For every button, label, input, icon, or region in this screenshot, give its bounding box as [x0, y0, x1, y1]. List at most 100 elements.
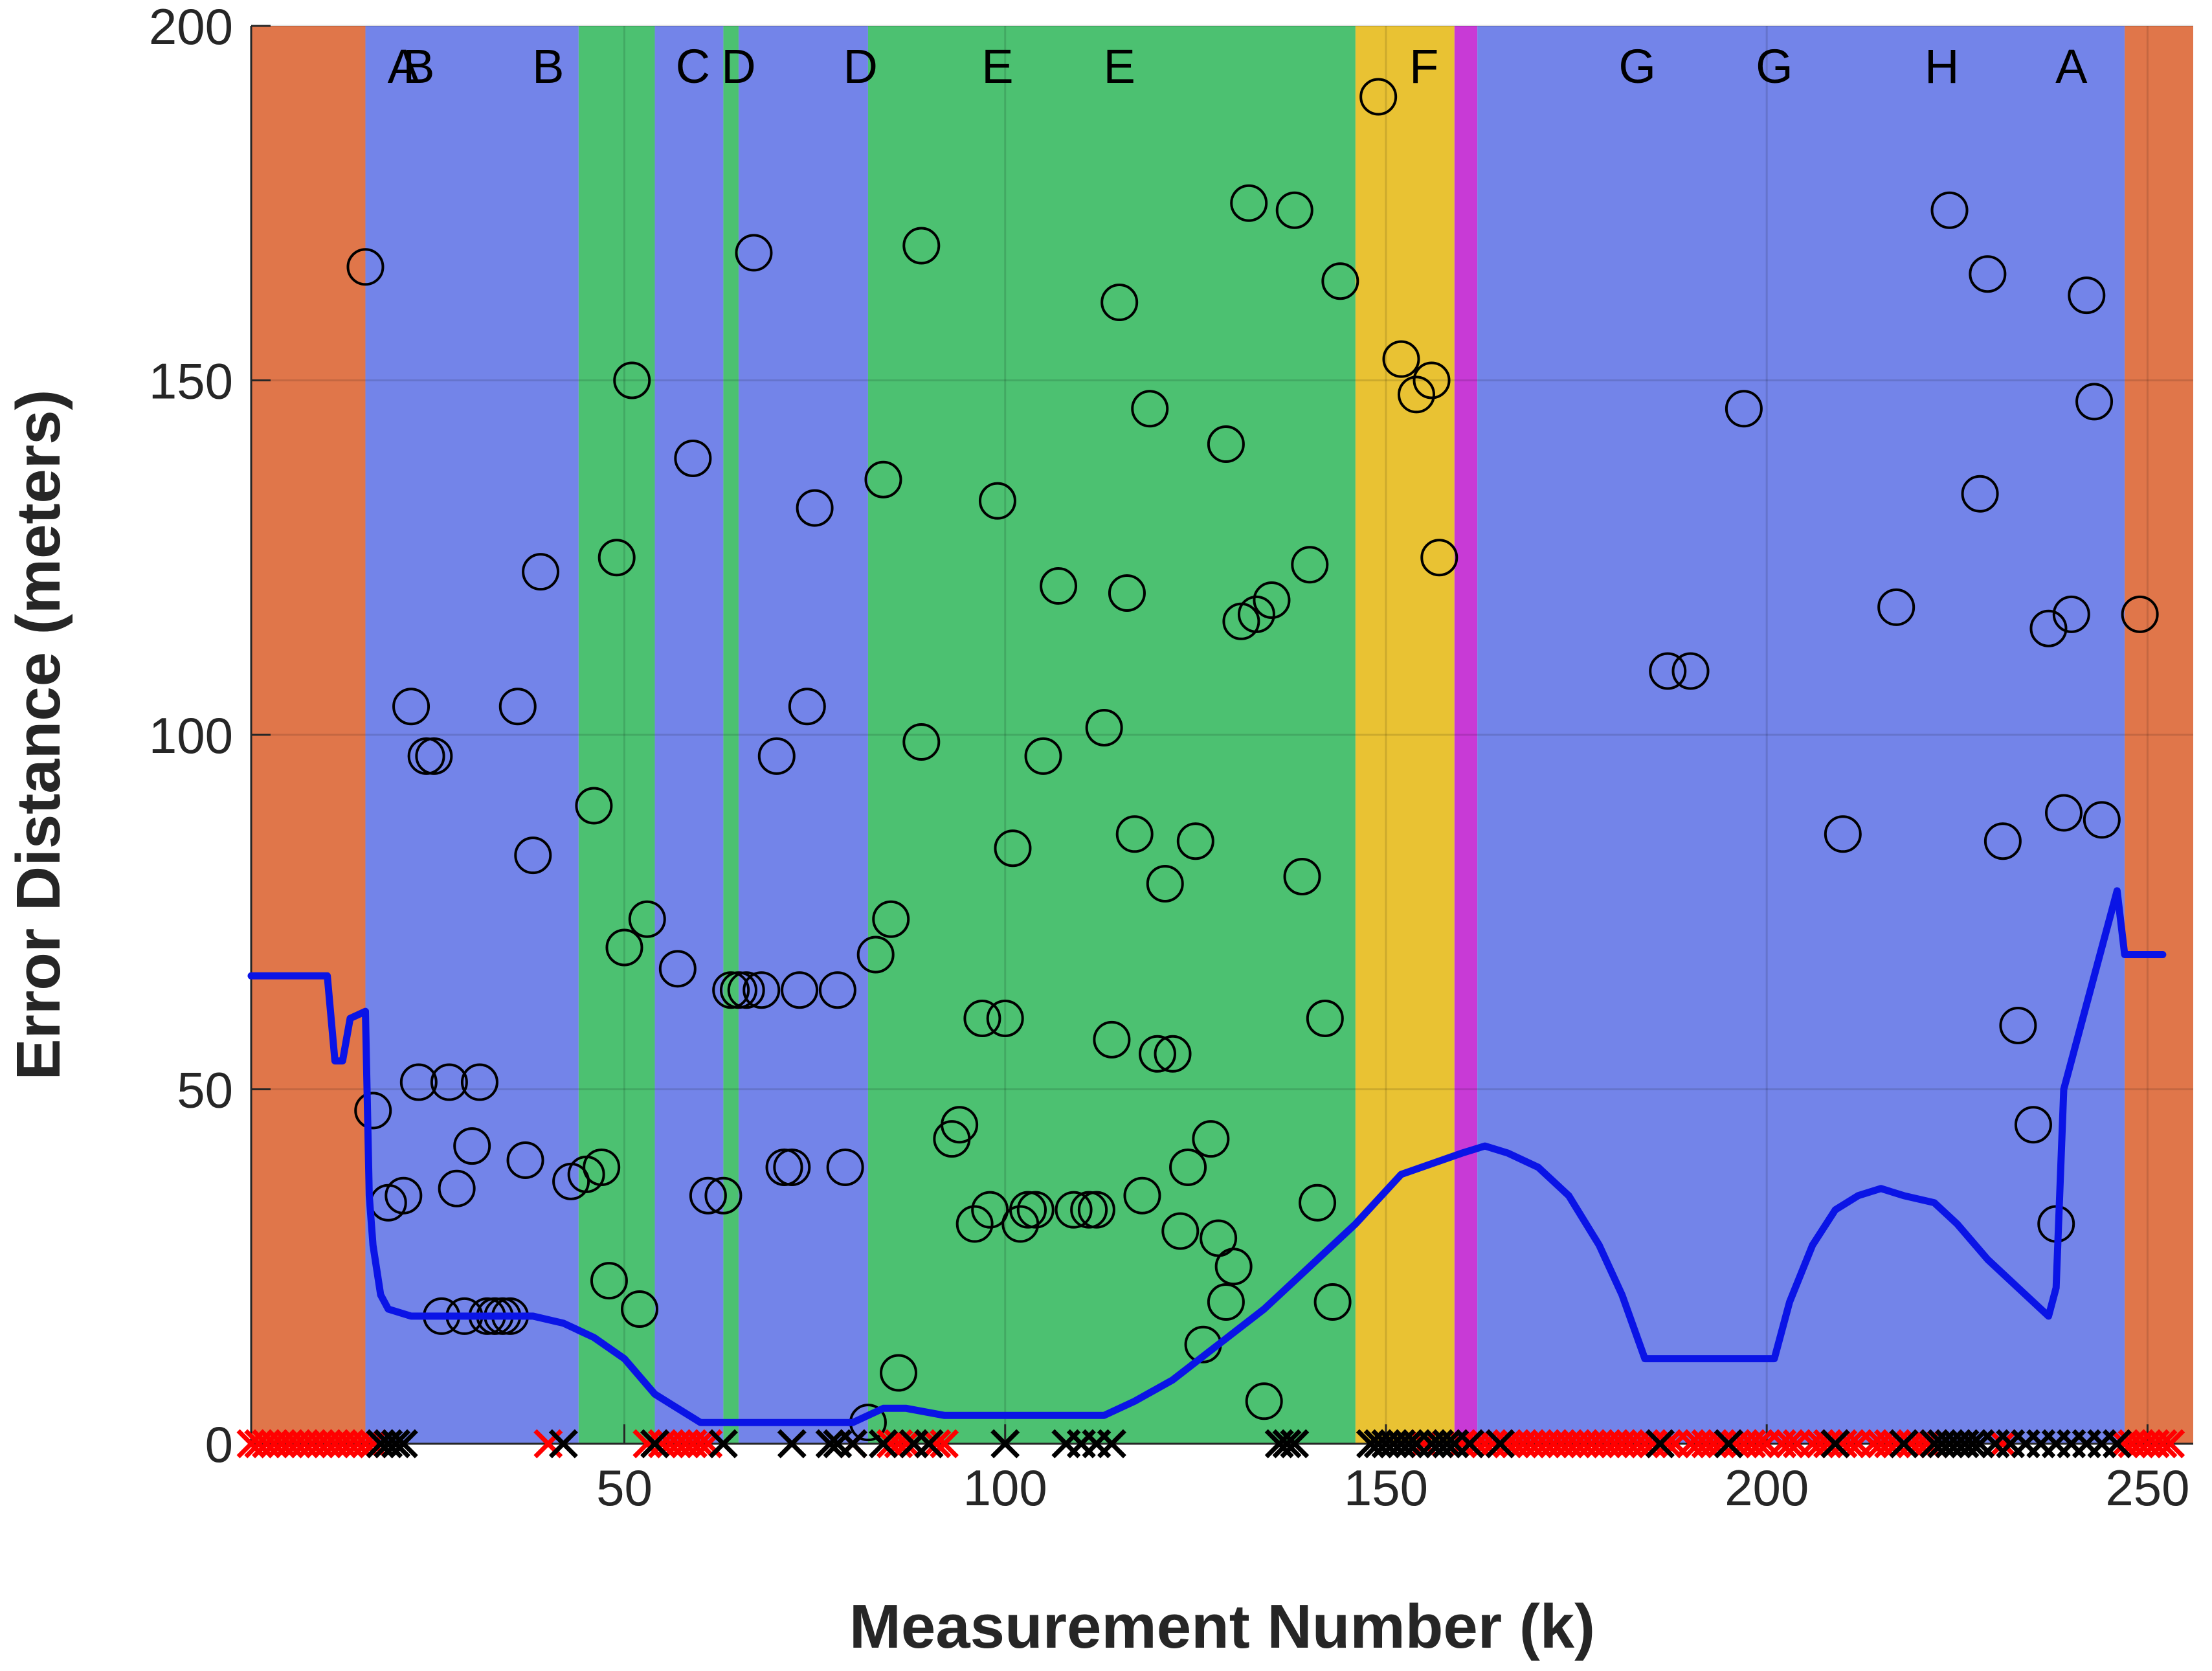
y-axis-title: Error Distance (meters) — [4, 389, 73, 1080]
circle-point — [1299, 1183, 1337, 1222]
circle-point — [621, 1290, 658, 1328]
circle-point — [1024, 737, 1062, 775]
x-tick-label: 250 — [2105, 1459, 2189, 1516]
circle-point — [743, 971, 781, 1009]
circle-point — [1115, 815, 1154, 853]
circle-point — [1040, 567, 1078, 605]
circle-point — [1108, 574, 1146, 612]
circle-point — [658, 950, 697, 988]
error-line — [247, 887, 2167, 1426]
circle-point — [522, 553, 560, 591]
circle-point — [773, 1148, 811, 1186]
y-tick-label: 100 — [149, 707, 233, 764]
x-marker — [381, 1429, 411, 1459]
x-marker — [1097, 1429, 1126, 1459]
x-marker — [1653, 1429, 1682, 1459]
grid — [251, 25, 2193, 1445]
circle-point — [1283, 858, 1321, 895]
x-marker — [1744, 1429, 1774, 1459]
x-marker-stroke — [1653, 1429, 1682, 1459]
circle-point — [385, 1176, 423, 1215]
x-marker — [548, 1429, 578, 1459]
circle-point — [727, 971, 765, 1009]
x-marker — [1889, 1429, 1919, 1459]
circle-point — [1983, 822, 2022, 860]
circle-point — [2029, 609, 2068, 647]
circle-point — [689, 1176, 727, 1215]
x-marker-stroke — [2102, 1429, 2132, 1459]
x-marker-stroke — [548, 1429, 578, 1459]
circle-point — [598, 539, 636, 577]
circle-point — [628, 900, 666, 938]
x-marker — [2156, 1429, 2185, 1459]
x-tick-label: 200 — [1725, 1459, 1809, 1516]
circle-point — [1131, 390, 1169, 428]
x-marker-stroke — [381, 1429, 411, 1459]
segment-label: E — [1103, 39, 1135, 93]
x-marker-stroke — [1455, 1429, 1484, 1459]
segment-label: A — [2055, 39, 2088, 93]
x-marker-stroke — [686, 1429, 715, 1459]
circle-point — [498, 688, 537, 726]
circle-point — [1999, 1006, 2037, 1044]
x-tick-label: 150 — [1344, 1459, 1428, 1516]
circle-point — [971, 1191, 1009, 1229]
region-8 — [1454, 26, 1478, 1444]
circle-point — [583, 1148, 621, 1186]
x-marker-stroke — [2148, 1429, 2178, 1459]
x-marker — [640, 1429, 670, 1459]
circle-point — [1321, 262, 1359, 300]
x-tick-label: 100 — [963, 1459, 1047, 1516]
x-marker-stroke — [1820, 1429, 1850, 1459]
x-marker — [1774, 1429, 1804, 1459]
x-marker — [1455, 1429, 1484, 1459]
x-marker-stroke — [922, 1429, 952, 1459]
circle-point — [1230, 184, 1268, 222]
circle-point — [453, 1127, 491, 1165]
circle-point — [1100, 284, 1139, 322]
x-marker — [388, 1429, 418, 1459]
circle-point — [735, 234, 773, 272]
x-marker-stroke — [815, 1429, 845, 1459]
circle-point — [2075, 383, 2114, 421]
circle-point — [864, 460, 902, 499]
region-2 — [578, 26, 655, 1444]
circle-point — [407, 737, 445, 775]
circle-point — [1824, 815, 1862, 853]
circle-point — [506, 1141, 544, 1179]
circle-point — [2083, 801, 2121, 839]
x-marker-stroke — [1645, 1429, 1675, 1459]
circle-point — [788, 688, 826, 726]
circle-point — [796, 489, 834, 527]
x-marker — [1958, 1429, 1987, 1459]
circle-point — [1055, 1191, 1093, 1229]
circle-point — [2068, 276, 2106, 315]
circle-point — [1077, 1191, 1115, 1229]
circle-point — [978, 482, 1016, 520]
x-marker — [914, 1429, 944, 1459]
x-marker-stroke — [1774, 1429, 1804, 1459]
circle-point — [1146, 864, 1184, 903]
circle-point — [1245, 1382, 1283, 1420]
x-marker-stroke — [1394, 1429, 1424, 1459]
x-marker — [686, 1429, 715, 1459]
circle-point — [1969, 255, 2007, 293]
circle-point — [590, 1262, 628, 1300]
circle-point — [902, 227, 941, 265]
circle-point — [430, 1063, 468, 1101]
x-marker-stroke — [868, 1429, 898, 1459]
circle-point — [1275, 191, 1313, 229]
circle-point — [2052, 595, 2090, 633]
segment-label: C — [676, 39, 710, 93]
circle-point — [460, 1063, 498, 1101]
circle-point — [1725, 390, 1763, 428]
circle-point — [818, 971, 856, 1009]
circle-point — [1070, 1191, 1108, 1229]
axes: 50 100 150 200 250 0 50 100 150 200 — [149, 0, 2193, 1516]
segment-label: D — [721, 39, 755, 93]
circle-point — [415, 737, 453, 775]
x-marker — [1272, 1429, 1302, 1459]
x-marker-stroke — [990, 1429, 1020, 1459]
x-marker-stroke — [1958, 1429, 1987, 1459]
circle-point — [1359, 78, 1398, 116]
